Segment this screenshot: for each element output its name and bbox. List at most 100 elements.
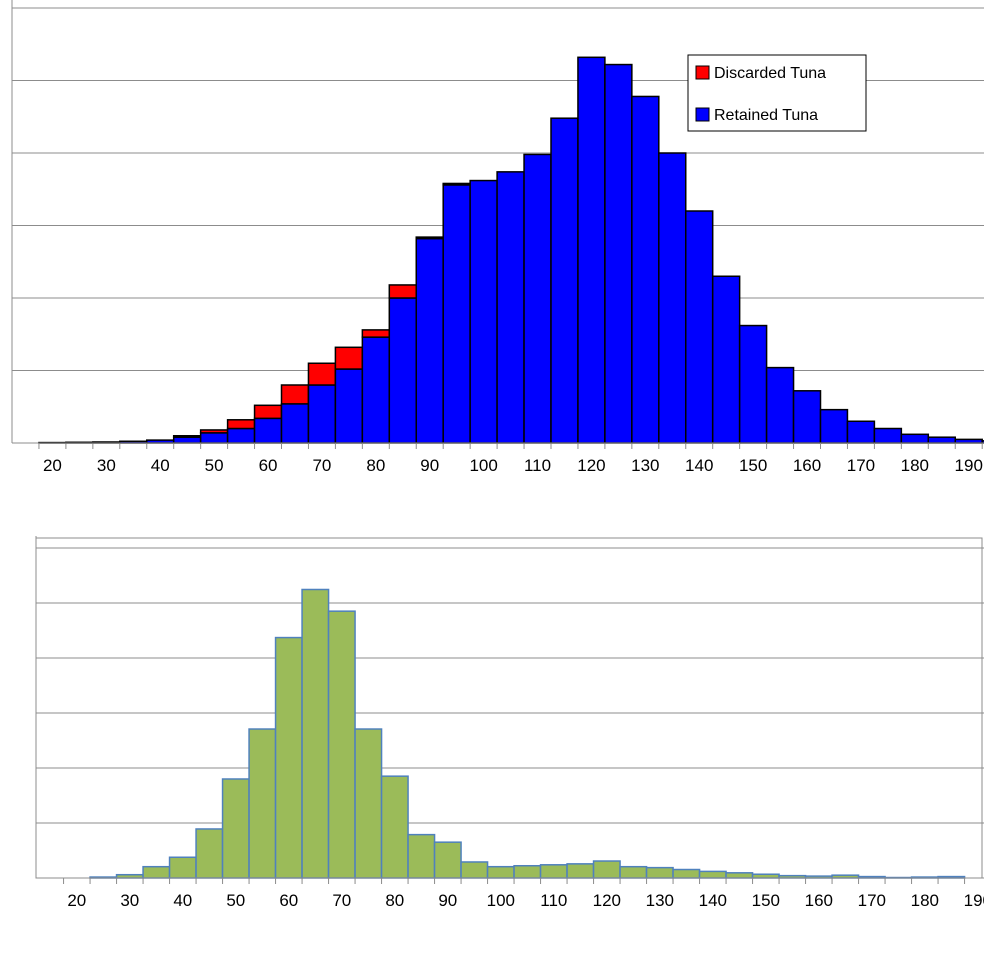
bar-series-100 bbox=[486, 865, 515, 879]
bar-retained-tuna-45 bbox=[172, 436, 202, 444]
bar-series-60 bbox=[274, 636, 303, 879]
bar-series-50 bbox=[221, 778, 250, 879]
bar-series-55 bbox=[248, 728, 277, 879]
bar-retained-tuna-115 bbox=[550, 117, 579, 444]
x-tick-label: 130 bbox=[631, 456, 659, 475]
bar-series-70 bbox=[327, 610, 356, 879]
bar-series-130 bbox=[645, 866, 674, 879]
bar-discarded-tuna-50 bbox=[199, 429, 229, 434]
x-tick-label: 160 bbox=[805, 891, 833, 910]
x-tick-label: 110 bbox=[540, 891, 567, 910]
x-tick-label: 120 bbox=[577, 456, 605, 475]
x-axis: 20 30 40 50 60 70 80 90 100 110 120 130 140 150 160 170… bbox=[11, 0, 984, 475]
x-tick-label: 150 bbox=[739, 456, 767, 475]
bar-discarded-tuna-80 bbox=[361, 329, 391, 338]
bar-series-120 bbox=[592, 860, 621, 879]
bar-series-65 bbox=[301, 588, 330, 879]
bar-retained-tuna-155 bbox=[765, 366, 795, 444]
bar-retained-tuna-70 bbox=[307, 384, 337, 444]
bar-retained-tuna-135 bbox=[658, 152, 687, 444]
bar-retained-tuna-170 bbox=[846, 420, 876, 444]
x-tick-label: 50 bbox=[205, 456, 224, 475]
bar-discarded-tuna-75 bbox=[334, 346, 364, 370]
bar-series-45 bbox=[195, 828, 224, 879]
bar-series-135 bbox=[672, 868, 701, 879]
chart-retained-discarded: 20 30 40 50 60 70 80 90 100 110 120 130 140 150 160 170… bbox=[11, 0, 984, 475]
legend-label-retained-tuna: Retained Tuna bbox=[714, 107, 818, 124]
bar-discarded-tuna-60 bbox=[253, 404, 283, 420]
bar-discarded-tuna-95 bbox=[442, 182, 471, 186]
x-axis: 20 30 40 50 60 70 80 90 100 110 120 130 140 150 160 170… bbox=[35, 536, 984, 910]
bar-series-145 bbox=[725, 872, 754, 879]
x-tick-label: 100 bbox=[487, 891, 515, 910]
bar-retained-tuna-55 bbox=[226, 427, 256, 444]
bar-retained-tuna-140 bbox=[685, 210, 714, 444]
bars bbox=[89, 588, 966, 879]
legend-label-discarded-tuna: Discarded Tuna bbox=[714, 65, 826, 82]
bar-series-125 bbox=[619, 865, 648, 879]
bar-retained-tuna-190 bbox=[954, 438, 983, 444]
x-tick-label: 110 bbox=[524, 456, 551, 475]
bar-retained-tuna-120 bbox=[577, 56, 606, 444]
bar-retained-tuna-110 bbox=[523, 153, 552, 444]
x-tick-label: 130 bbox=[646, 891, 674, 910]
x-tick-label: 30 bbox=[120, 891, 139, 910]
bar-discarded-tuna-45 bbox=[172, 435, 202, 438]
bar-retained-tuna-50 bbox=[199, 432, 229, 444]
bar-retained-tuna-105 bbox=[496, 171, 525, 444]
x-tick-label: 140 bbox=[699, 891, 727, 910]
bar-series-40 bbox=[168, 856, 197, 879]
plot-frame bbox=[35, 537, 983, 879]
x-tick-label: 140 bbox=[685, 456, 713, 475]
x-tick-label: 90 bbox=[420, 456, 439, 475]
legend-swatch-discarded-tuna bbox=[695, 65, 710, 80]
x-tick-label: 190 bbox=[955, 456, 983, 475]
bar-retained-tuna-175 bbox=[873, 427, 903, 444]
bar-series-150 bbox=[751, 873, 780, 879]
x-tick-label: 180 bbox=[911, 891, 939, 910]
x-tick-label: 190 bbox=[964, 891, 984, 910]
bar-discarded-tuna-55 bbox=[226, 419, 256, 430]
bar-series-115 bbox=[566, 863, 595, 879]
bar-retained-tuna-180 bbox=[900, 433, 930, 444]
x-tick-label: 70 bbox=[332, 891, 351, 910]
x-tick-label: 170 bbox=[847, 456, 875, 475]
bar-discarded-tuna-70 bbox=[307, 362, 337, 386]
x-tick-label: 30 bbox=[97, 456, 116, 475]
legend: Discarded Tuna Retained Tuna bbox=[687, 54, 867, 132]
bar-series-110 bbox=[539, 864, 568, 879]
bar-series-140 bbox=[698, 870, 727, 879]
bar-retained-tuna-160 bbox=[792, 390, 822, 444]
bar-retained-tuna-130 bbox=[631, 95, 660, 444]
x-tick-label: 20 bbox=[43, 456, 62, 475]
x-tick-label: 100 bbox=[469, 456, 497, 475]
bar-retained-tuna-150 bbox=[738, 324, 768, 444]
gridlines bbox=[36, 547, 984, 824]
bar-series-35 bbox=[142, 865, 171, 879]
x-tick-label: 80 bbox=[385, 891, 404, 910]
x-tick-label: 20 bbox=[67, 891, 86, 910]
bar-retained-tuna-100 bbox=[469, 179, 498, 444]
bar-series-85 bbox=[407, 833, 436, 879]
bar-series-75 bbox=[354, 728, 383, 879]
bar-retained-tuna-195 bbox=[981, 440, 984, 444]
x-tick-label: 90 bbox=[438, 891, 457, 910]
x-tick-label: 120 bbox=[593, 891, 621, 910]
bar-retained-tuna-165 bbox=[819, 408, 849, 444]
legend-swatch-retained-tuna bbox=[695, 107, 710, 122]
legend-box bbox=[687, 54, 867, 132]
bar-discarded-tuna-85 bbox=[388, 284, 417, 299]
x-tick-label: 70 bbox=[312, 456, 331, 475]
x-tick-label: 170 bbox=[858, 891, 886, 910]
x-tick-label: 40 bbox=[173, 891, 192, 910]
chart-green-histogram: 20 30 40 50 60 70 80 90 100 110 120 130 140 150 160 170… bbox=[35, 536, 984, 910]
bar-series-95 bbox=[460, 861, 489, 879]
bar-discarded-tuna-65 bbox=[280, 384, 310, 405]
x-tick-label: 60 bbox=[279, 891, 298, 910]
x-tick-label: 50 bbox=[226, 891, 245, 910]
bar-retained-tuna-65 bbox=[280, 403, 310, 444]
x-tick-label: 40 bbox=[151, 456, 170, 475]
bar-retained-tuna-90 bbox=[415, 237, 444, 444]
bar-retained-tuna-60 bbox=[253, 417, 283, 444]
bar-series-90 bbox=[433, 841, 462, 879]
